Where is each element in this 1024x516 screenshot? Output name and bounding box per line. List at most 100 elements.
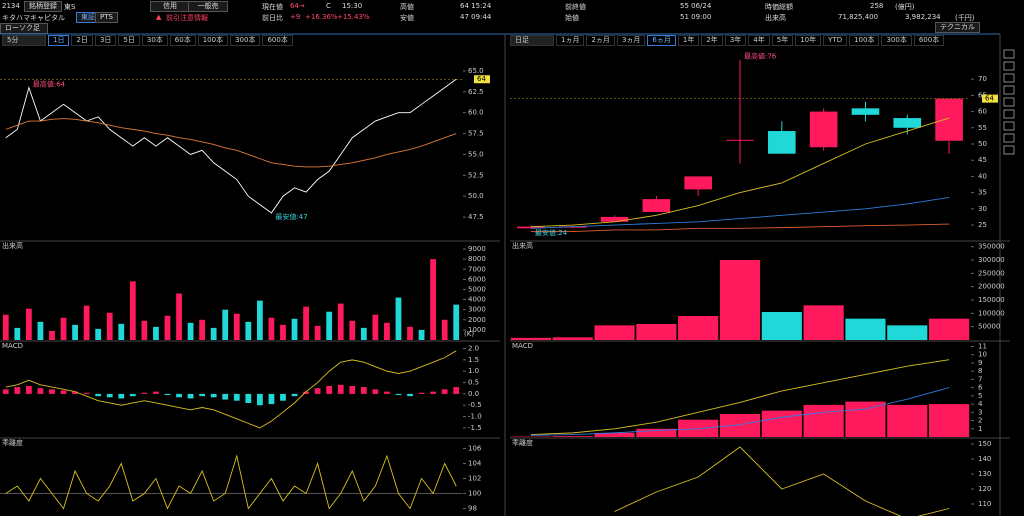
y-tick-label: 2 bbox=[978, 417, 982, 425]
y-tick-label: 200000 bbox=[978, 283, 1005, 291]
bar bbox=[349, 385, 356, 394]
bar bbox=[37, 388, 44, 394]
credit-button[interactable]: 信用 bbox=[150, 1, 190, 12]
y-tick-label: 120 bbox=[978, 485, 991, 493]
y-tick-label: 5000 bbox=[468, 285, 486, 293]
y-tick-label: 1.0 bbox=[468, 367, 479, 375]
period-button[interactable]: 4年 bbox=[748, 35, 770, 46]
period-button[interactable]: 2ヵ月 bbox=[586, 35, 615, 46]
period-button[interactable]: 10年 bbox=[795, 35, 822, 46]
period-button[interactable]: 300本 bbox=[881, 35, 912, 46]
field-value: 47 09:44 bbox=[460, 13, 492, 21]
bar bbox=[164, 315, 171, 340]
y-tick-label: 47.5 bbox=[468, 213, 484, 221]
bar bbox=[187, 393, 194, 399]
bar bbox=[326, 385, 333, 394]
field-label: 安値 bbox=[400, 14, 414, 22]
annotation: 最高値:64 bbox=[33, 80, 66, 89]
bar bbox=[441, 389, 448, 394]
y-tick-label: 4000 bbox=[468, 296, 486, 304]
period-button[interactable]: 600本 bbox=[262, 35, 293, 46]
panel-title: 乖離度 bbox=[2, 438, 23, 447]
y-tick-label: 100000 bbox=[978, 309, 1005, 317]
y-tick-label: 10 bbox=[978, 351, 987, 359]
bar bbox=[233, 313, 240, 340]
candle-body bbox=[809, 111, 838, 148]
y-tick-label: 3 bbox=[978, 408, 982, 416]
plot bbox=[517, 59, 963, 232]
technical-button[interactable]: テクニカル bbox=[935, 22, 980, 33]
y-tick-label: 50 bbox=[978, 140, 987, 148]
bar bbox=[129, 393, 136, 397]
period-button[interactable]: 6ヵ月 bbox=[647, 35, 676, 46]
last-price-box bbox=[982, 94, 998, 103]
period-button[interactable]: 1年 bbox=[677, 35, 700, 46]
y-tick-label: 150 bbox=[978, 440, 991, 448]
bar bbox=[233, 393, 240, 401]
market: 東S bbox=[64, 3, 76, 11]
y-tick-label: 130 bbox=[978, 470, 991, 478]
period-button[interactable]: YTD bbox=[823, 35, 848, 46]
bar bbox=[2, 389, 9, 394]
bar bbox=[360, 327, 367, 340]
y-tick-label: 1.5 bbox=[468, 356, 479, 364]
venue-button[interactable]: PTS bbox=[95, 12, 118, 23]
register-button[interactable]: 銘柄登録 bbox=[24, 1, 62, 12]
period-button[interactable]: 2年 bbox=[701, 35, 723, 46]
bar bbox=[418, 392, 425, 394]
bar bbox=[153, 391, 159, 394]
chart-kind-dropdown[interactable]: ローソク足 bbox=[0, 23, 48, 34]
period-dropdown[interactable]: 日足 bbox=[510, 35, 554, 46]
candle-body bbox=[726, 139, 754, 141]
plot bbox=[2, 350, 460, 429]
bar bbox=[245, 393, 252, 403]
bar bbox=[210, 393, 217, 398]
period-button[interactable]: 3日 bbox=[94, 35, 117, 46]
bar bbox=[441, 319, 448, 340]
y-tick-label: 5 bbox=[978, 392, 982, 400]
series-line bbox=[530, 359, 950, 435]
y-tick-label: 250000 bbox=[978, 269, 1005, 277]
bar bbox=[395, 297, 402, 340]
bar bbox=[845, 401, 886, 437]
period-button[interactable]: 5年 bbox=[771, 35, 794, 46]
period-button[interactable]: 600本 bbox=[913, 35, 945, 46]
warning-icon: ▲ bbox=[156, 13, 162, 21]
bar bbox=[887, 325, 928, 340]
bar bbox=[453, 387, 460, 394]
panel-title: MACD bbox=[512, 342, 533, 350]
bar bbox=[372, 389, 379, 394]
y-tick-label: 1 bbox=[978, 425, 982, 433]
series-line bbox=[530, 117, 950, 228]
period-button[interactable]: 3ヵ月 bbox=[616, 35, 646, 46]
period-button[interactable]: 1日 bbox=[48, 35, 70, 46]
y-tick-label: 3000 bbox=[468, 306, 486, 314]
bar bbox=[407, 326, 413, 340]
panel-title: MACD bbox=[2, 342, 23, 350]
period-button[interactable]: 100本 bbox=[197, 35, 229, 46]
bar bbox=[106, 312, 113, 340]
field-value: +15.43% bbox=[337, 13, 370, 21]
period-button[interactable]: 30本 bbox=[141, 35, 168, 46]
series-line bbox=[5, 350, 457, 429]
bar bbox=[49, 389, 55, 394]
bar bbox=[25, 308, 32, 340]
field-label: 高値 bbox=[400, 3, 414, 11]
bar bbox=[337, 303, 344, 340]
period-button[interactable]: 3年 bbox=[724, 35, 747, 46]
period-button[interactable]: 1ヵ月 bbox=[556, 35, 585, 46]
period-button[interactable]: 2日 bbox=[71, 35, 93, 46]
bar bbox=[14, 327, 21, 340]
period-button[interactable]: 5日 bbox=[118, 35, 140, 46]
bar bbox=[199, 319, 206, 340]
period-dropdown[interactable]: 5分 bbox=[2, 35, 46, 46]
panel-title: 乖離度 bbox=[512, 438, 533, 447]
bar bbox=[678, 316, 719, 340]
period-button[interactable]: 60本 bbox=[169, 35, 196, 46]
period-button[interactable]: 100本 bbox=[849, 35, 880, 46]
sell-button[interactable]: 一般売 bbox=[188, 1, 228, 12]
y-tick-label: 30 bbox=[978, 205, 987, 213]
period-button[interactable]: 300本 bbox=[230, 35, 261, 46]
